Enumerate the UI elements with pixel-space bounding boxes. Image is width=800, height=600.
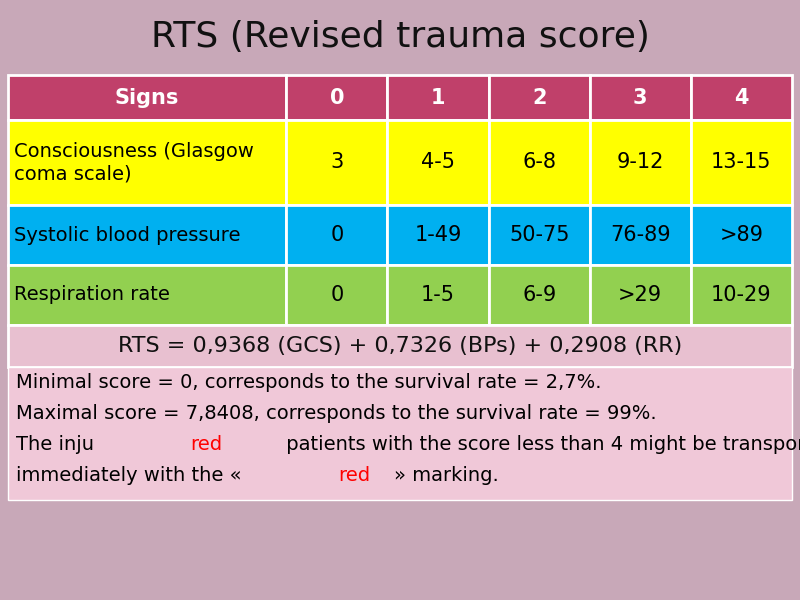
Text: Systolic blood pressure: Systolic blood pressure (14, 226, 241, 245)
Bar (590, 265, 691, 325)
Bar (8, 265, 286, 325)
Text: immediately with the «: immediately with the « (16, 466, 242, 485)
Text: 13-15: 13-15 (711, 152, 772, 173)
Text: 1: 1 (430, 88, 446, 107)
Bar (489, 75, 590, 120)
Text: 0: 0 (330, 88, 344, 107)
Bar (286, 265, 387, 325)
Text: 0: 0 (330, 225, 343, 245)
Text: 10-29: 10-29 (711, 285, 772, 305)
Text: 9-12: 9-12 (617, 152, 664, 173)
Text: 4-5: 4-5 (421, 152, 455, 173)
Text: The inju: The inju (16, 435, 94, 454)
Text: Minimal score = 0, corresponds to the survival rate = 2,7%.: Minimal score = 0, corresponds to the su… (16, 373, 602, 392)
Text: red: red (190, 435, 222, 454)
Bar (489, 205, 590, 265)
Bar (286, 75, 387, 120)
Text: 6-9: 6-9 (522, 285, 556, 305)
Text: 50-75: 50-75 (509, 225, 570, 245)
Bar (590, 120, 691, 205)
Bar (8, 120, 286, 205)
Text: 3: 3 (330, 152, 343, 173)
Text: 1-49: 1-49 (414, 225, 462, 245)
Text: » marking.: » marking. (394, 466, 499, 485)
Bar (8, 205, 286, 265)
Text: patients with the score less than 4 might be transported: patients with the score less than 4 migh… (280, 435, 800, 454)
Bar (387, 75, 489, 120)
Bar (8, 367, 792, 500)
Text: >29: >29 (618, 285, 662, 305)
Text: Respiration rate: Respiration rate (14, 286, 170, 304)
Text: 3: 3 (633, 88, 647, 107)
Bar (387, 205, 489, 265)
Text: Signs: Signs (115, 88, 179, 107)
Text: Consciousness (Glasgow
coma scale): Consciousness (Glasgow coma scale) (14, 142, 254, 183)
Text: 6-8: 6-8 (522, 152, 556, 173)
Text: >89: >89 (719, 225, 763, 245)
Text: 4: 4 (734, 88, 749, 107)
Bar (691, 120, 792, 205)
Text: red: red (338, 466, 370, 485)
Bar (387, 120, 489, 205)
Bar (691, 75, 792, 120)
Bar (590, 75, 691, 120)
Bar (387, 265, 489, 325)
Text: 76-89: 76-89 (610, 225, 670, 245)
Bar (691, 265, 792, 325)
Bar (286, 205, 387, 265)
Text: RTS = 0,9368 (GCS) + 0,7326 (BPs) + 0,2908 (RR): RTS = 0,9368 (GCS) + 0,7326 (BPs) + 0,29… (118, 336, 682, 356)
Bar (489, 120, 590, 205)
Text: Maximal score = 7,8408, corresponds to the survival rate = 99%.: Maximal score = 7,8408, corresponds to t… (16, 404, 657, 423)
Bar (8, 325, 792, 367)
Text: 1-5: 1-5 (421, 285, 455, 305)
Text: RTS (Revised trauma score): RTS (Revised trauma score) (150, 20, 650, 55)
Bar (489, 265, 590, 325)
Text: 2: 2 (532, 88, 546, 107)
Text: 0: 0 (330, 285, 343, 305)
Bar (286, 120, 387, 205)
Bar (691, 205, 792, 265)
Bar (8, 75, 286, 120)
Bar (590, 205, 691, 265)
